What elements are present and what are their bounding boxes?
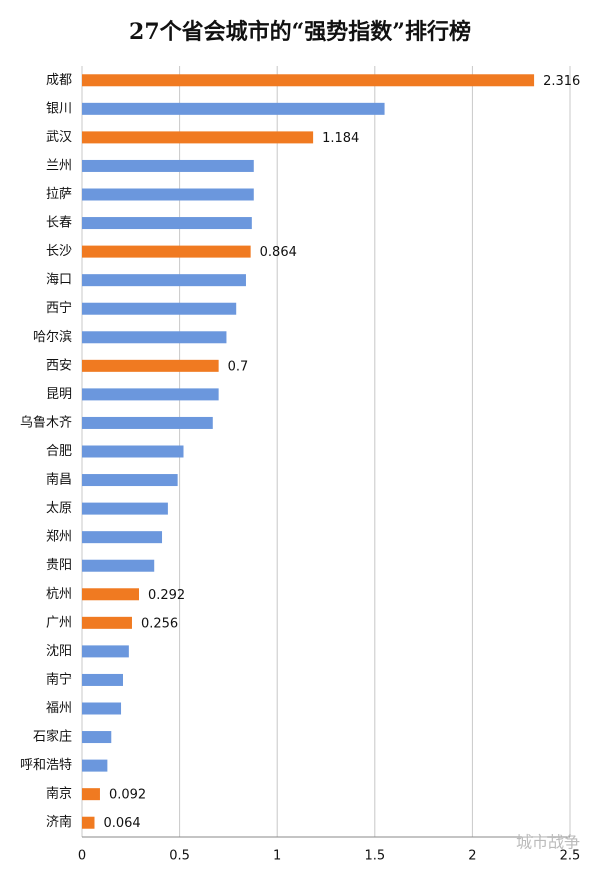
y-tick-label: 昆明 (46, 387, 72, 402)
bar (82, 616, 132, 629)
bar (82, 759, 108, 772)
bar (82, 302, 237, 315)
value-label: 0.864 (260, 245, 297, 260)
bar (82, 245, 251, 258)
bar (82, 731, 112, 744)
bar (82, 816, 95, 829)
y-tick-label: 乌鲁木齐 (20, 414, 72, 430)
x-tick-label: 1 (273, 849, 281, 864)
bar (82, 416, 213, 429)
bar (82, 673, 123, 686)
bar (82, 702, 122, 715)
bar (82, 74, 535, 87)
y-tick-label: 呼和浩特 (20, 758, 72, 773)
y-tick-label: 太原 (46, 501, 72, 516)
bar (82, 445, 184, 458)
y-tick-label: 杭州 (46, 587, 72, 602)
bar (82, 102, 385, 115)
bar (82, 274, 246, 287)
value-label: 0.7 (228, 359, 249, 374)
bar (82, 359, 219, 372)
bar (82, 188, 254, 201)
y-tick-label: 哈尔滨 (33, 329, 72, 345)
x-tick-label: 1.5 (364, 849, 385, 864)
y-tick-label: 沈阳 (46, 644, 72, 659)
value-label: 0.064 (103, 816, 140, 831)
bar (82, 331, 227, 344)
y-tick-label: 兰州 (46, 158, 72, 173)
bar (82, 645, 129, 658)
y-tick-label: 石家庄 (33, 729, 72, 745)
y-tick-label: 南昌 (46, 472, 72, 488)
x-tick-label: 0 (78, 849, 86, 864)
y-tick-label: 广州 (46, 615, 72, 630)
y-tick-label: 西安 (46, 358, 72, 373)
x-tick-label: 2.5 (560, 849, 581, 864)
y-tick-label: 海口 (46, 273, 72, 288)
y-tick-label: 贵阳 (46, 558, 72, 573)
y-tick-label: 合肥 (46, 444, 72, 459)
y-tick-label: 银川 (46, 101, 72, 116)
watermark: 城市战争 (516, 833, 580, 852)
bar (82, 788, 100, 801)
y-tick-label: 长沙 (46, 244, 72, 259)
bar (82, 131, 314, 144)
bar (82, 388, 219, 401)
y-tick-label: 南京 (46, 786, 72, 802)
y-tick-label: 福州 (46, 701, 72, 716)
y-tick-label: 长春 (46, 216, 72, 231)
y-tick-label: 成都 (46, 73, 72, 88)
y-tick-label: 郑州 (46, 530, 72, 545)
y-tick-label: 西宁 (46, 300, 72, 316)
bar (82, 502, 168, 515)
y-tick-label: 济南 (46, 814, 72, 830)
value-label: 2.316 (543, 74, 580, 89)
bar (82, 217, 252, 230)
value-label: 1.184 (322, 131, 359, 146)
bar (82, 531, 163, 544)
y-tick-label: 武汉 (46, 130, 72, 145)
bar (82, 159, 254, 172)
chart-title: 27个省会城市的“强势指数”排行榜 (129, 19, 471, 45)
bar (82, 559, 155, 572)
bar (82, 588, 139, 601)
x-tick-label: 2 (468, 849, 476, 864)
y-tick-label: 拉萨 (46, 187, 72, 202)
value-label: 0.292 (148, 588, 185, 603)
value-label: 0.092 (109, 788, 146, 803)
x-tick-label: 0.5 (169, 849, 190, 864)
bar (82, 474, 178, 487)
y-tick-label: 南宁 (46, 671, 72, 687)
value-label: 0.256 (141, 616, 178, 631)
